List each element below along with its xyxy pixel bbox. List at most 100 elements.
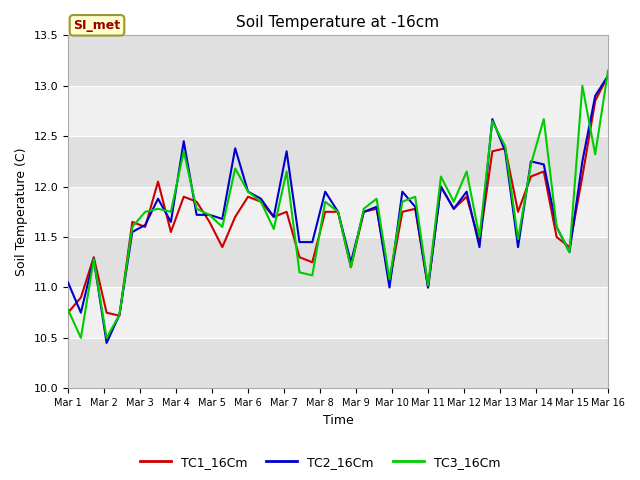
TC3_16Cm <box>476 234 483 240</box>
TC2_16Cm <box>283 148 291 154</box>
Bar <box>68 237 608 288</box>
TC3_16Cm <box>347 264 355 270</box>
TC1_16Cm <box>604 73 612 79</box>
TC2_16Cm <box>360 209 367 215</box>
TC3_16Cm <box>167 209 175 215</box>
TC1_16Cm <box>540 168 548 174</box>
Line: TC1_16Cm: TC1_16Cm <box>68 76 608 316</box>
TC2_16Cm <box>463 189 470 194</box>
TC2_16Cm <box>476 244 483 250</box>
TC3_16Cm <box>372 196 380 202</box>
TC1_16Cm <box>476 239 483 245</box>
X-axis label: Time: Time <box>323 414 353 427</box>
TC1_16Cm <box>386 279 394 285</box>
TC3_16Cm <box>514 236 522 242</box>
TC3_16Cm <box>64 307 72 312</box>
TC1_16Cm <box>116 313 124 319</box>
TC2_16Cm <box>347 259 355 265</box>
TC2_16Cm <box>591 93 599 99</box>
Line: TC2_16Cm: TC2_16Cm <box>68 76 608 343</box>
TC1_16Cm <box>527 174 535 180</box>
TC3_16Cm <box>296 269 303 275</box>
TC2_16Cm <box>334 209 342 215</box>
TC2_16Cm <box>488 116 496 122</box>
TC3_16Cm <box>244 189 252 194</box>
TC3_16Cm <box>141 209 149 215</box>
TC3_16Cm <box>218 224 226 230</box>
TC2_16Cm <box>553 224 561 230</box>
TC2_16Cm <box>501 148 509 154</box>
TC2_16Cm <box>193 212 200 218</box>
TC1_16Cm <box>501 145 509 151</box>
TC1_16Cm <box>283 209 291 215</box>
Text: SI_met: SI_met <box>74 19 120 32</box>
TC3_16Cm <box>180 148 188 154</box>
TC3_16Cm <box>154 206 162 212</box>
TC2_16Cm <box>90 256 97 262</box>
TC3_16Cm <box>116 312 124 318</box>
TC2_16Cm <box>167 219 175 225</box>
TC2_16Cm <box>296 239 303 245</box>
TC1_16Cm <box>308 259 316 265</box>
TC2_16Cm <box>527 158 535 164</box>
TC1_16Cm <box>218 244 226 250</box>
TC3_16Cm <box>90 256 97 262</box>
TC2_16Cm <box>321 189 329 194</box>
TC2_16Cm <box>424 285 432 290</box>
TC1_16Cm <box>463 194 470 200</box>
TC3_16Cm <box>270 226 278 232</box>
Title: Soil Temperature at -16cm: Soil Temperature at -16cm <box>237 15 440 30</box>
TC2_16Cm <box>566 249 573 255</box>
TC1_16Cm <box>450 206 458 212</box>
Y-axis label: Soil Temperature (C): Soil Temperature (C) <box>15 147 28 276</box>
TC2_16Cm <box>154 196 162 202</box>
TC1_16Cm <box>347 264 355 270</box>
TC3_16Cm <box>334 209 342 215</box>
Bar <box>68 136 608 187</box>
TC1_16Cm <box>154 179 162 184</box>
Bar <box>68 86 608 136</box>
TC2_16Cm <box>514 244 522 250</box>
TC2_16Cm <box>540 162 548 168</box>
TC1_16Cm <box>77 295 84 300</box>
TC3_16Cm <box>412 194 419 200</box>
TC2_16Cm <box>244 189 252 194</box>
TC1_16Cm <box>412 206 419 212</box>
TC3_16Cm <box>193 206 200 212</box>
TC1_16Cm <box>591 98 599 104</box>
TC2_16Cm <box>270 214 278 220</box>
TC3_16Cm <box>463 168 470 174</box>
TC3_16Cm <box>283 168 291 174</box>
TC3_16Cm <box>591 152 599 157</box>
Bar <box>68 36 608 86</box>
TC2_16Cm <box>141 222 149 228</box>
Bar <box>68 338 608 388</box>
TC3_16Cm <box>566 249 573 255</box>
TC1_16Cm <box>566 244 573 250</box>
TC1_16Cm <box>193 199 200 204</box>
TC1_16Cm <box>514 209 522 215</box>
TC1_16Cm <box>257 199 265 204</box>
TC2_16Cm <box>231 145 239 151</box>
TC2_16Cm <box>116 312 124 318</box>
TC2_16Cm <box>399 189 406 194</box>
TC3_16Cm <box>501 144 509 149</box>
TC1_16Cm <box>553 234 561 240</box>
TC3_16Cm <box>77 335 84 341</box>
TC2_16Cm <box>437 184 445 190</box>
TC3_16Cm <box>103 335 111 341</box>
TC1_16Cm <box>334 209 342 215</box>
TC2_16Cm <box>412 204 419 210</box>
TC3_16Cm <box>360 206 367 212</box>
TC3_16Cm <box>604 68 612 73</box>
Bar <box>68 288 608 338</box>
TC1_16Cm <box>321 209 329 215</box>
TC1_16Cm <box>103 310 111 315</box>
TC3_16Cm <box>540 116 548 122</box>
TC2_16Cm <box>77 310 84 315</box>
TC3_16Cm <box>257 199 265 204</box>
TC3_16Cm <box>386 276 394 282</box>
TC1_16Cm <box>488 148 496 154</box>
TC2_16Cm <box>386 285 394 290</box>
TC3_16Cm <box>321 199 329 204</box>
